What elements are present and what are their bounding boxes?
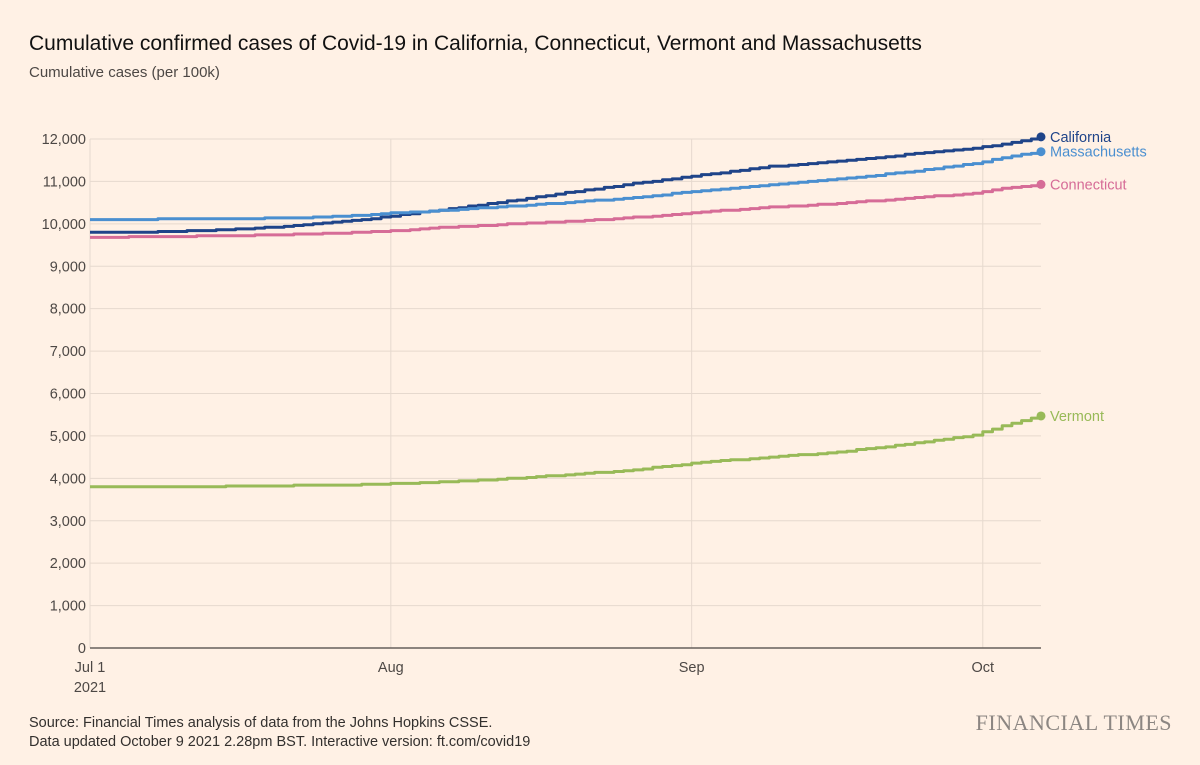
x-tick-label: Aug <box>378 660 404 676</box>
series-lines <box>90 132 1046 489</box>
source-note: Source: Financial Times analysis of data… <box>29 714 530 752</box>
y-tick-label: 12,000 <box>42 132 86 148</box>
x-tick-label: Jul 1 <box>75 660 106 676</box>
series-line-california <box>90 136 1043 234</box>
end-marker-massachusetts <box>1036 147 1046 157</box>
chart-title: Cumulative confirmed cases of Covid-19 i… <box>29 32 922 55</box>
series-line-connecticut <box>90 184 1043 239</box>
y-tick-label: 6,000 <box>50 387 86 403</box>
series-label-massachusetts: Massachusetts <box>1050 145 1147 161</box>
y-tick-label: 9,000 <box>50 259 86 275</box>
y-tick-label: 3,000 <box>50 514 86 530</box>
x-tick-label: Oct <box>971 660 994 676</box>
x-tick-label: Sep <box>679 660 705 676</box>
y-tick-label: 10,000 <box>42 217 86 233</box>
source-line-2: Data updated October 9 2021 2.28pm BST. … <box>29 734 531 750</box>
y-tick-label: 0 <box>78 641 86 657</box>
x-tick-sublabel: 2021 <box>74 680 106 696</box>
end-marker-connecticut <box>1036 179 1046 189</box>
series-label-connecticut: Connecticut <box>1050 177 1127 193</box>
y-tick-label: 11,000 <box>43 174 86 190</box>
y-tick-label: 1,000 <box>50 599 86 615</box>
series-label-california: California <box>1050 130 1112 146</box>
series-line-vermont <box>90 415 1043 489</box>
y-tick-label: 2,000 <box>50 556 86 572</box>
end-marker-vermont <box>1036 411 1046 421</box>
grid <box>89 138 1041 648</box>
y-tick-label: 5,000 <box>50 429 86 445</box>
end-marker-california <box>1036 132 1046 142</box>
source-line-1: Source: Financial Times analysis of data… <box>29 715 493 731</box>
ft-logo: FINANCIAL TIMES <box>975 710 1172 735</box>
series-line-massachusetts <box>90 151 1043 222</box>
series-label-vermont: Vermont <box>1050 409 1104 425</box>
axes: 0 1,000 2,000 3,000 4,000 5,000 6,000 7,000 8,00… <box>42 132 1041 696</box>
y-tick-label: 4,000 <box>50 471 86 487</box>
y-tick-label: 7,000 <box>50 344 86 360</box>
y-tick-label: 8,000 <box>50 302 86 318</box>
chart-subtitle: Cumulative cases (per 100k) <box>29 64 220 81</box>
